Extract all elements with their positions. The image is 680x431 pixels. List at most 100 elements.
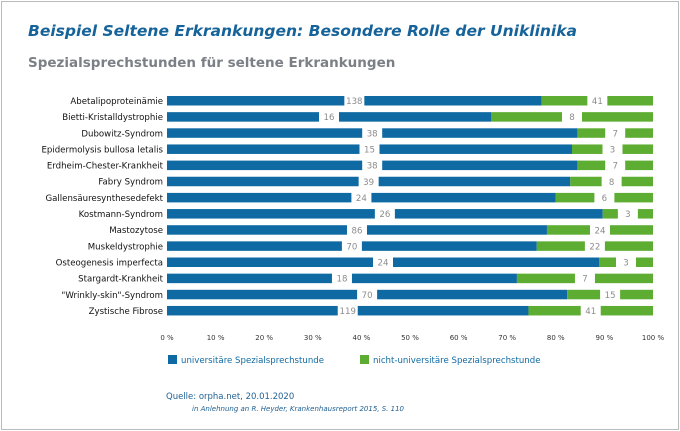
legend-swatch-universitaer bbox=[168, 355, 177, 364]
category-label: "Wrinkly-skin"-Syndrom bbox=[61, 291, 163, 301]
bar-nicht-universitaer bbox=[528, 305, 581, 316]
bar-nicht-universitaer bbox=[625, 160, 653, 171]
bar-nicht-universitaer bbox=[637, 209, 653, 219]
bar-nicht-universitaer bbox=[614, 192, 653, 203]
bar-universitaer bbox=[371, 192, 556, 203]
data-label: 7 bbox=[612, 162, 617, 172]
x-tick-label: 40 % bbox=[353, 334, 371, 342]
legend-label-nicht-universitaer: nicht-universitäre Spezialsprechstunde bbox=[373, 356, 541, 366]
data-label: 3 bbox=[610, 146, 615, 156]
category-label: Erdheim-Chester-Krankheit bbox=[47, 162, 164, 172]
data-label: 70 bbox=[362, 291, 373, 301]
chart-subtitle: Spezialsprechstunden für seltene Erkrank… bbox=[28, 55, 396, 71]
bar-universitaer bbox=[393, 257, 599, 267]
bar-nicht-universitaer bbox=[572, 144, 603, 154]
bar-nicht-universitaer bbox=[594, 273, 653, 284]
bar-universitaer bbox=[167, 128, 363, 138]
bar-universitaer bbox=[167, 192, 352, 203]
bar-nicht-universitaer bbox=[541, 96, 588, 106]
category-label: Fabry Syndrom bbox=[98, 178, 163, 188]
data-label: 7 bbox=[582, 275, 587, 285]
bar-universitaer bbox=[378, 176, 571, 187]
bar-universitaer bbox=[167, 273, 332, 284]
bar-universitaer bbox=[351, 273, 517, 284]
bar-nicht-universitaer bbox=[516, 273, 575, 284]
category-label: Kostmann-Syndrom bbox=[79, 210, 163, 220]
data-label: 38 bbox=[367, 129, 378, 139]
category-label: Abetalipoproteinämie bbox=[70, 97, 163, 107]
chart-title: Beispiel Seltene Erkrankungen: Besondere… bbox=[28, 22, 578, 40]
data-label: 24 bbox=[595, 226, 606, 236]
bar-nicht-universitaer bbox=[636, 257, 653, 267]
data-label: 26 bbox=[379, 210, 390, 220]
bar-nicht-universitaer bbox=[604, 241, 653, 251]
bar-universitaer bbox=[167, 112, 319, 122]
category-label: Gallensäuresynthesedefekt bbox=[45, 194, 163, 204]
bar-universitaer bbox=[167, 144, 360, 154]
data-label: 8 bbox=[569, 113, 574, 123]
data-label: 70 bbox=[346, 242, 357, 252]
bar-universitaer bbox=[382, 128, 578, 138]
bar-nicht-universitaer bbox=[600, 305, 653, 316]
bar-nicht-universitaer bbox=[491, 112, 562, 122]
data-label: 15 bbox=[605, 291, 616, 301]
bar-nicht-universitaer bbox=[567, 289, 601, 300]
bar-universitaer bbox=[167, 176, 359, 187]
x-tick-label: 0 % bbox=[160, 334, 174, 342]
x-tick-label: 50 % bbox=[401, 334, 419, 342]
bar-nicht-universitaer bbox=[602, 209, 618, 219]
bar-universitaer bbox=[339, 112, 491, 122]
bar-universitaer bbox=[382, 160, 578, 171]
bar-universitaer bbox=[167, 289, 358, 300]
bar-universitaer bbox=[379, 144, 572, 154]
bar-nicht-universitaer bbox=[607, 96, 653, 106]
bar-universitaer bbox=[167, 241, 342, 251]
category-label: Muskeldystrophie bbox=[88, 242, 163, 252]
bar-nicht-universitaer bbox=[582, 112, 653, 122]
x-tick-label: 100 % bbox=[642, 334, 665, 342]
bar-universitaer bbox=[167, 96, 345, 106]
bar-universitaer bbox=[167, 209, 375, 219]
category-label: Osteogenesis imperfecta bbox=[56, 258, 163, 268]
bar-universitaer bbox=[167, 257, 373, 267]
bar-nicht-universitaer bbox=[555, 192, 595, 203]
category-label: Bietti-Kristalldystrophie bbox=[62, 113, 163, 123]
data-label: 41 bbox=[585, 307, 596, 317]
bar-universitaer bbox=[167, 225, 347, 235]
bar-nicht-universitaer bbox=[577, 128, 606, 138]
data-label: 38 bbox=[367, 162, 378, 172]
bar-nicht-universitaer bbox=[625, 128, 653, 138]
bar-universitaer bbox=[366, 225, 547, 235]
category-label: Dubowitz-Syndrom bbox=[81, 129, 163, 139]
bar-nicht-universitaer bbox=[622, 144, 653, 154]
bar-nicht-universitaer bbox=[570, 176, 602, 187]
bar-universitaer bbox=[394, 209, 603, 219]
legend-label-universitaer: universitäre Spezialsprechstunde bbox=[181, 356, 324, 366]
data-label: 22 bbox=[589, 242, 600, 252]
data-label: 7 bbox=[612, 129, 617, 139]
data-label: 24 bbox=[356, 194, 367, 204]
data-label: 3 bbox=[625, 210, 630, 220]
category-label: Epidermolysis bullosa letalis bbox=[41, 145, 163, 155]
bar-universitaer bbox=[357, 305, 529, 316]
bar-universitaer bbox=[364, 96, 542, 106]
x-tick-label: 90 % bbox=[596, 334, 614, 342]
source-line: Quelle: orpha.net, 20.01.2020 bbox=[166, 392, 295, 402]
bar-universitaer bbox=[167, 305, 338, 316]
bar-nicht-universitaer bbox=[599, 257, 616, 267]
data-label: 39 bbox=[363, 178, 374, 188]
data-label: 18 bbox=[336, 275, 347, 285]
x-tick-label: 20 % bbox=[255, 334, 273, 342]
bar-nicht-universitaer bbox=[609, 225, 653, 235]
data-label: 119 bbox=[340, 307, 356, 317]
data-label: 138 bbox=[346, 97, 362, 107]
bar-nicht-universitaer bbox=[620, 289, 653, 300]
category-label: Zystische Fibrose bbox=[89, 307, 163, 317]
data-label: 8 bbox=[609, 178, 614, 188]
x-tick-label: 10 % bbox=[207, 334, 225, 342]
bar-universitaer bbox=[377, 289, 568, 300]
data-label: 15 bbox=[364, 146, 375, 156]
bar-universitaer bbox=[361, 241, 537, 251]
bar-nicht-universitaer bbox=[536, 241, 585, 251]
x-tick-label: 30 % bbox=[304, 334, 322, 342]
